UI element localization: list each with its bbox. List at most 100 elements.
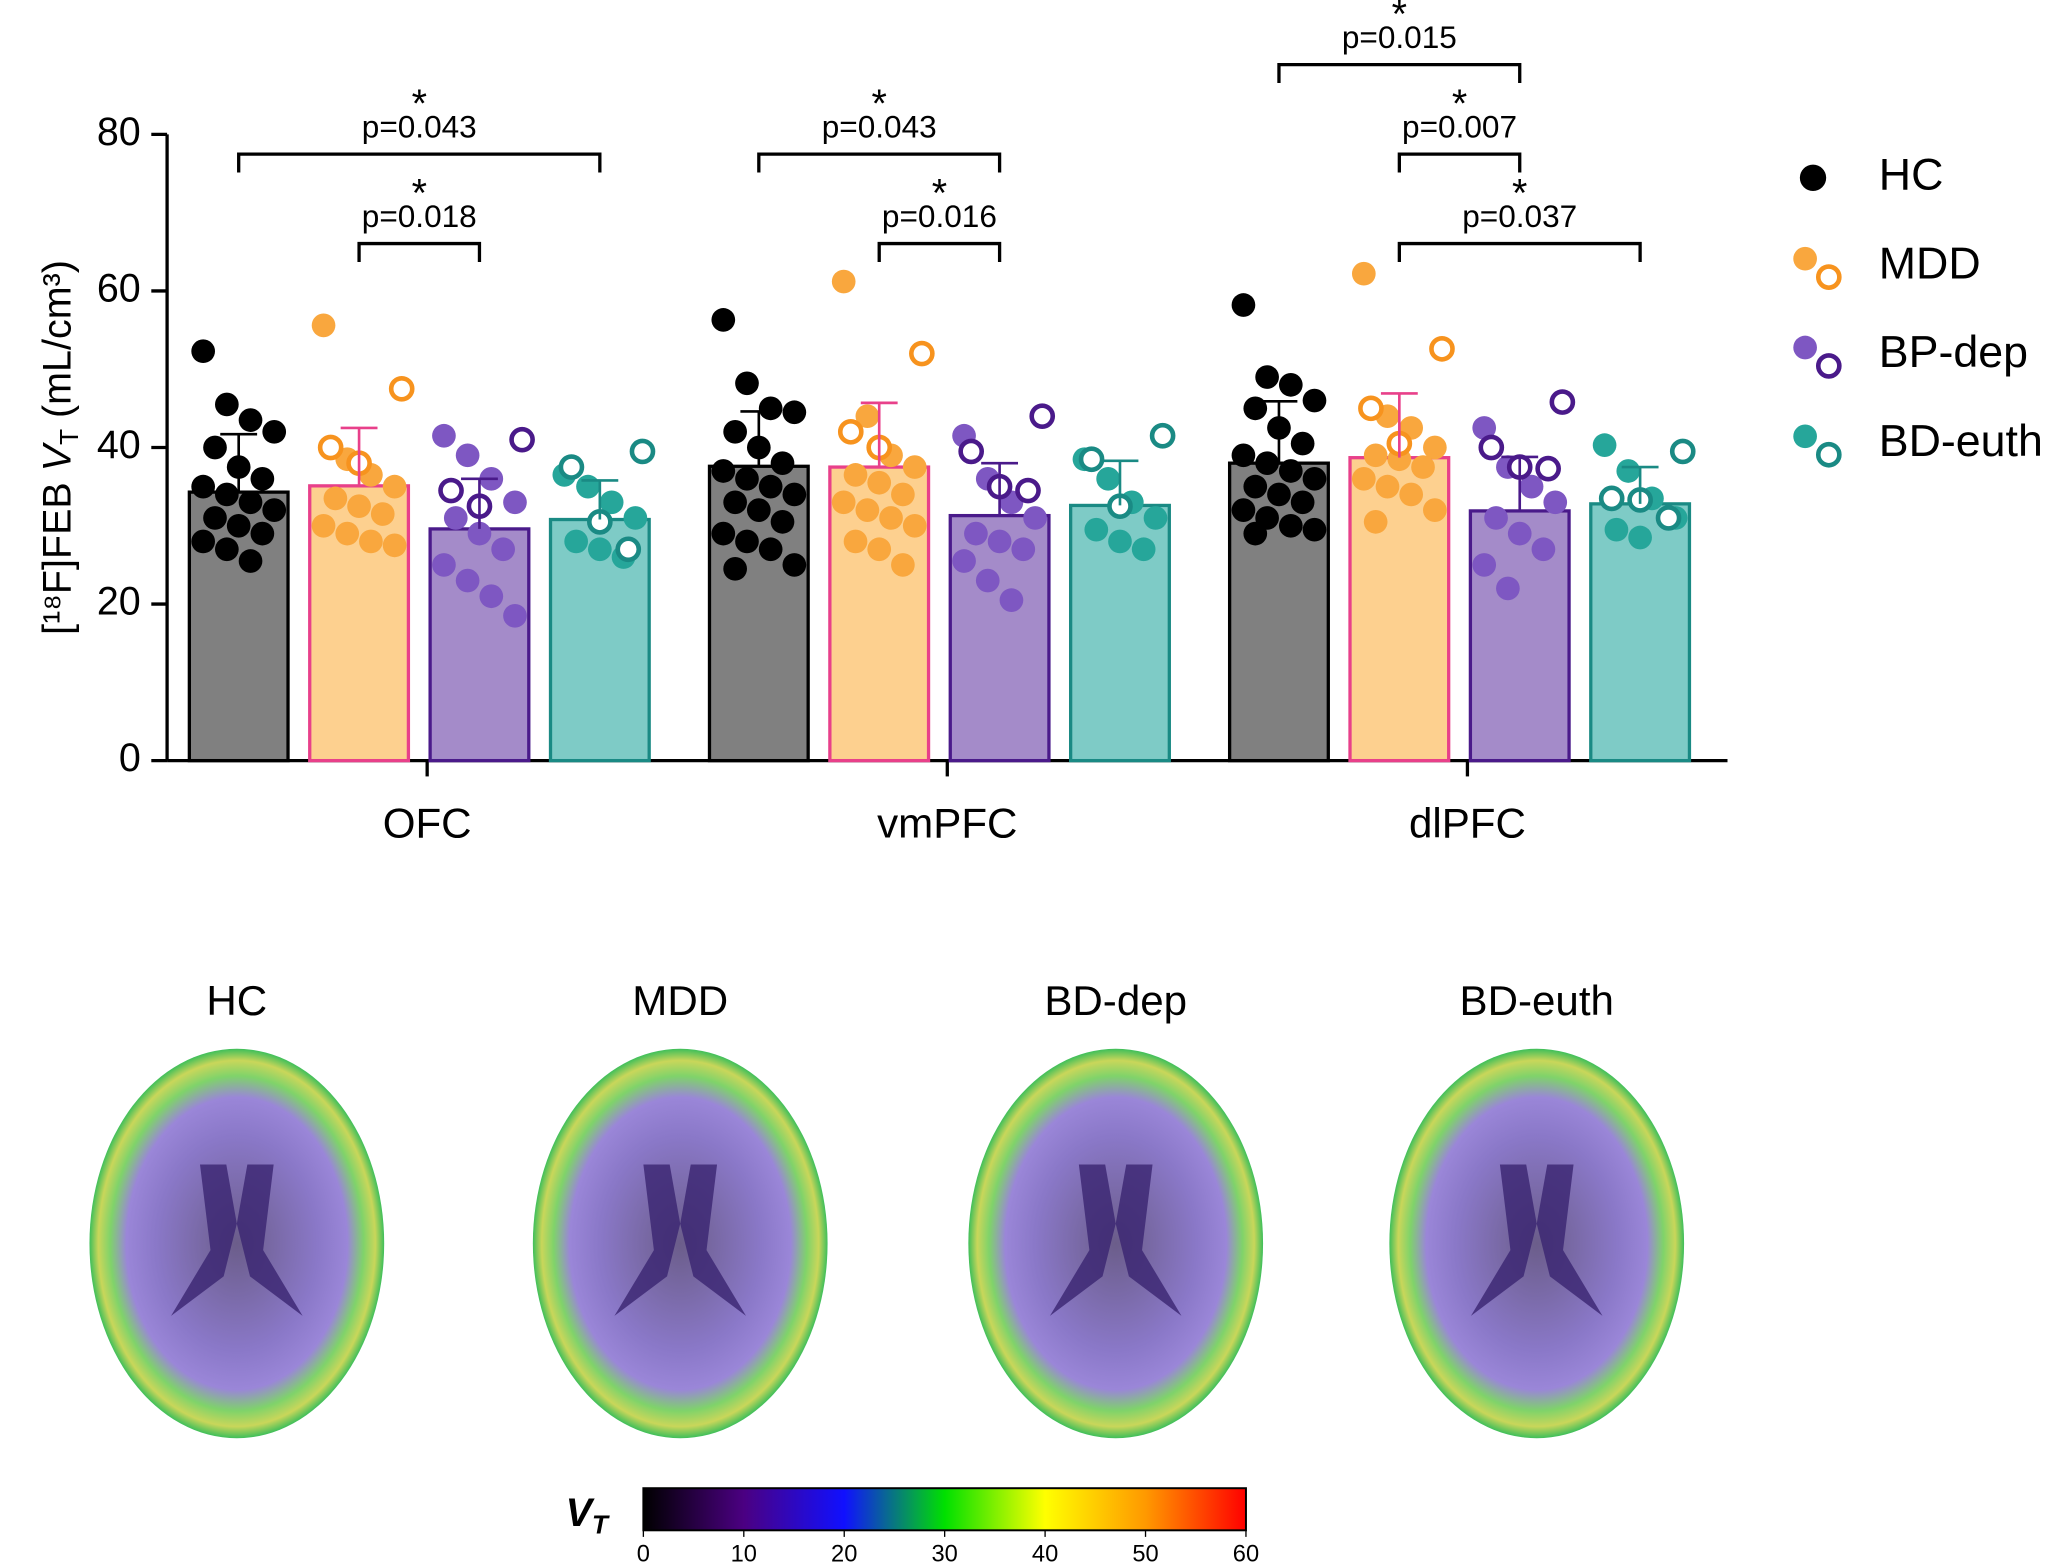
ventricle — [171, 1164, 303, 1316]
data-point — [432, 553, 456, 577]
significance-star: * — [412, 172, 427, 216]
x-tick-label: vmPFC — [877, 800, 1017, 847]
data-point — [843, 463, 868, 487]
colorbar-var: V — [566, 1491, 596, 1535]
data-point — [370, 502, 395, 526]
legend-marker — [1793, 424, 1817, 449]
data-point — [711, 459, 736, 483]
data-point — [1302, 517, 1327, 542]
legend-label: BP-dep — [1879, 328, 2028, 377]
data-point — [1519, 474, 1544, 499]
data-point — [1351, 466, 1376, 491]
data-point — [191, 529, 216, 554]
data-point — [1231, 293, 1256, 317]
legend-label: HC — [1879, 151, 1944, 200]
data-point — [1243, 521, 1268, 546]
data-point — [1628, 525, 1652, 550]
data-point — [479, 584, 504, 609]
legend-label: BD-euth — [1879, 417, 2043, 466]
colorbar-tick-label: 10 — [731, 1542, 757, 1566]
data-point — [1096, 466, 1120, 491]
open-data-point — [558, 454, 585, 480]
legend-marker — [1815, 441, 1842, 468]
data-point — [1278, 373, 1303, 397]
y-axis-label: [¹⁸F]FEB VT (mL/cm³) — [36, 260, 84, 635]
data-point — [1507, 521, 1532, 546]
open-data-point — [1655, 505, 1682, 531]
data-point — [758, 537, 783, 562]
data-point — [226, 513, 251, 538]
data-point — [735, 529, 759, 554]
data-point — [503, 490, 527, 515]
open-data-point — [837, 419, 864, 445]
data-point — [215, 482, 239, 507]
data-point — [831, 490, 856, 515]
data-point — [782, 482, 807, 507]
data-point — [1231, 498, 1256, 522]
data-point — [335, 521, 360, 546]
data-point — [879, 506, 903, 530]
significance-bracket — [1397, 241, 1642, 262]
panel-title: HC — [206, 977, 267, 1024]
data-point — [735, 466, 759, 491]
data-point — [323, 486, 348, 511]
open-data-point — [958, 438, 985, 465]
legend-marker — [1793, 246, 1817, 271]
data-point — [843, 529, 868, 554]
significance-bracket — [1277, 62, 1522, 84]
data-point — [1302, 388, 1327, 413]
data-point — [964, 521, 988, 546]
data-point — [215, 537, 239, 562]
legend-label: MDD — [1879, 239, 1981, 288]
error-bar — [461, 477, 498, 529]
open-data-point — [1078, 446, 1105, 473]
data-point — [1351, 261, 1376, 286]
data-point — [491, 537, 515, 562]
open-data-point — [1149, 422, 1176, 449]
significance-star: * — [932, 172, 947, 216]
data-point — [1278, 513, 1303, 538]
data-point — [711, 308, 736, 332]
data-point — [203, 435, 227, 460]
ventricle — [1470, 1164, 1603, 1316]
open-data-point — [1429, 336, 1455, 362]
brain-image — [89, 1048, 385, 1439]
data-point — [382, 474, 407, 499]
data-point — [855, 404, 880, 429]
data-point — [1399, 482, 1424, 507]
data-point — [902, 513, 927, 538]
open-data-point — [1029, 403, 1056, 430]
data-point — [1604, 517, 1629, 542]
data-point — [311, 513, 336, 538]
colorbar-tick-label: 20 — [831, 1542, 857, 1566]
legend-marker — [1815, 264, 1842, 290]
data-point — [191, 339, 216, 364]
open-data-point — [1015, 477, 1041, 504]
significance-star: * — [872, 82, 887, 126]
data-point — [576, 474, 600, 499]
significance-bracket — [237, 152, 602, 173]
p-value: p=0.015 — [1342, 19, 1457, 55]
significance-star: * — [1512, 172, 1527, 216]
data-point — [1108, 529, 1132, 554]
p-value: p=0.043 — [362, 108, 477, 144]
data-point — [311, 313, 336, 338]
colorbar-label: VT — [566, 1491, 610, 1539]
data-point — [382, 533, 407, 558]
data-point — [455, 568, 480, 593]
y-tick-label: 40 — [97, 423, 141, 467]
error-bar — [740, 410, 778, 467]
data-point — [723, 420, 747, 444]
data-point — [782, 400, 807, 425]
p-value: p=0.018 — [362, 198, 477, 234]
brain-image — [532, 1048, 828, 1439]
data-point — [250, 521, 275, 546]
data-point — [1411, 455, 1435, 479]
data-point — [855, 498, 880, 522]
data-point — [238, 408, 263, 432]
bar — [1348, 456, 1451, 763]
data-point — [831, 269, 856, 294]
error-bar — [981, 461, 1019, 516]
panel-title: BD-dep — [1044, 977, 1187, 1024]
error-bar — [581, 479, 619, 520]
